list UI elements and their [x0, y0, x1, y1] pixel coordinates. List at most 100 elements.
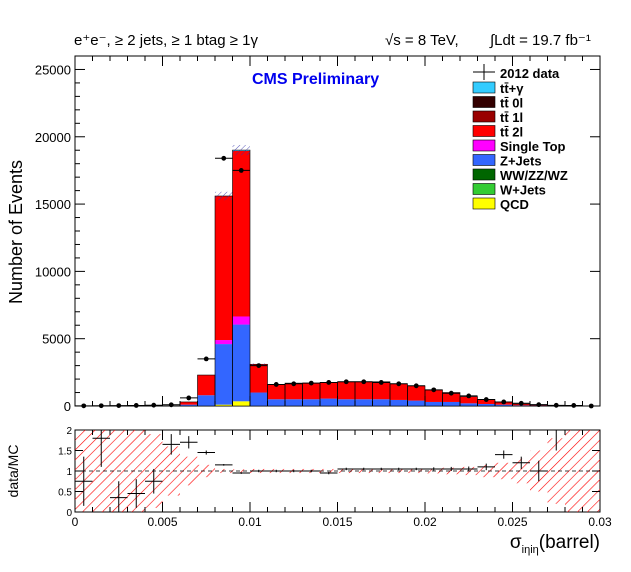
bar-zjets-bin-17 [372, 399, 390, 406]
data-point-bin-17 [378, 380, 384, 385]
energy-label: √s = 8 TeV, [385, 32, 459, 49]
x-tick-label-2: 0.01 [238, 515, 262, 529]
x-tick-label-6: 0.03 [588, 515, 612, 529]
data-point-bin-19 [413, 383, 419, 389]
main-x-ticks [74, 56, 601, 406]
bar-zjets-bin-21 [442, 401, 460, 406]
main-y-axis: 0 5000 10000 15000 20000 25000 [35, 62, 600, 414]
legend-swatch-tt0l [472, 96, 496, 108]
bar-tt2l-bin-21 [442, 392, 460, 402]
data-point-bin-22 [466, 393, 472, 399]
data-point-bin-5 [168, 402, 174, 408]
bar-zjets-bin-23 [477, 403, 495, 406]
x-tick-label-0: 0 [72, 515, 79, 529]
x-tick-label-4: 0.02 [413, 515, 437, 529]
bar-tt2l-bin-9 [232, 150, 250, 317]
bar-tt2l-bin-19 [407, 385, 425, 401]
bar-singletop-bin-8 [215, 340, 233, 345]
bar-tt2l-bin-20 [425, 389, 443, 402]
bar-zjets-bin-9 [232, 324, 250, 402]
main-y-axis-label: Number of Events [6, 160, 26, 304]
bar-zjets-bin-19 [407, 400, 425, 406]
bar-tt2l-bin-16 [355, 381, 373, 400]
legend-swatch-diboson [472, 168, 496, 181]
data-point-bin-3 [133, 403, 139, 408]
data-point-bin-12 [291, 381, 297, 387]
ratio-y-axis: 0 0.5 1 1.5 2 [58, 426, 600, 519]
legend-swatch-singletop [472, 139, 496, 152]
data-point-bin-15 [343, 379, 349, 385]
bar-tt2l-bin-6 [180, 401, 198, 405]
bar-zjets-bin-15 [337, 399, 355, 406]
ratio-band-bin-7 [197, 464, 215, 478]
main-histogram-panel: 0 5000 10000 15000 20000 25000 CMS Preliminar… [6, 55, 601, 414]
x-tick-label-1: 0.005 [147, 515, 177, 529]
legend-label-tt0l: tt̄ 0l [500, 96, 523, 111]
data-point-bin-25 [518, 400, 524, 406]
y-tick-label-5: 25000 [35, 62, 71, 77]
ratio-y-tick-label-2: 1 [66, 467, 72, 478]
bar-zjets-bin-13 [302, 399, 320, 406]
data-point-bin-16 [361, 379, 367, 385]
ratio-y-axis-label: data/MC [5, 445, 21, 498]
legend-swatch-qcd [472, 197, 496, 210]
legend-swatch-zjets [472, 154, 496, 166]
bar-singletop-bin-9 [232, 316, 250, 325]
ratio-band-bin-5 [162, 446, 180, 496]
bar-tt2l-bin-22 [460, 396, 478, 404]
data-point-bin-7 [203, 356, 209, 362]
bar-zjets-bin-24 [495, 404, 513, 406]
legend-label-qcd: QCD [500, 197, 529, 212]
bar-tt2l-bin-11 [267, 384, 285, 400]
data-point-bin-18 [396, 381, 402, 387]
x-axis-label: σiηiη(barrel) [510, 532, 600, 556]
legend-swatch-ttgamma [472, 81, 496, 94]
bar-zjets-bin-8 [215, 344, 233, 405]
bar-zjets-bin-22 [460, 403, 478, 406]
bar-tt2l-bin-7 [197, 375, 215, 396]
legend-label-wjets: W+Jets [500, 183, 546, 198]
legend-swatch-wjets [472, 183, 496, 195]
bar-tt2l-bin-8 [215, 196, 233, 341]
data-point-bin-11 [273, 382, 279, 387]
cms-preliminary-label: CMS Preliminary [252, 71, 379, 88]
data-point-bin-6 [186, 395, 192, 401]
legend-label-zjets: Z+Jets [500, 154, 542, 169]
y-tick-label-4: 20000 [35, 130, 71, 145]
bar-qcd-bin-9 [232, 401, 250, 406]
ratio-y-tick-label-0: 0 [66, 508, 72, 519]
bar-zjets-bin-10 [250, 392, 268, 406]
ratio-y-tick-label-1: 0.5 [58, 488, 72, 499]
ratio-band-bin-15 [337, 468, 355, 474]
bar-tt2l-bin-10 [250, 364, 268, 393]
y-tick-label-3: 15000 [35, 197, 71, 212]
ratio-panel: 0 0.5 1 1.5 2 0 0.005 0.01 0.015 0.02 0.025 0.03 d… [5, 426, 612, 556]
ratio-band-bin-9 [232, 469, 250, 473]
bar-tt2l-bin-12 [285, 383, 303, 400]
legend-swatch-tt1l [472, 110, 496, 123]
ratio-y-tick-label-4: 2 [66, 426, 72, 437]
legend-label-singletop: Single Top [500, 139, 566, 154]
data-point-bin-24 [501, 399, 507, 405]
ratio-band-bin-3 [127, 430, 145, 512]
y-tick-label-1: 5000 [42, 332, 71, 347]
data-point-bin-14 [326, 380, 332, 385]
data-point-bin-20 [431, 387, 437, 393]
bar-zjets-bin-6 [180, 404, 198, 406]
bar-tt2l-bin-13 [302, 383, 320, 400]
x-tick-label-5: 0.025 [497, 515, 527, 529]
ratio-band-bin-17 [372, 468, 390, 474]
bar-tt2l-bin-18 [390, 383, 408, 400]
data-point-bin-4 [151, 402, 157, 408]
x-axis: 0 0.005 0.01 0.015 0.02 0.025 0.03 [72, 430, 612, 529]
legend-label-tt1l: tt̄ 1l [500, 110, 523, 125]
bar-zjets-bin-20 [425, 401, 443, 406]
bar-zjets-bin-11 [267, 399, 285, 406]
bar-tt2l-bin-14 [320, 382, 338, 399]
legend-label-data: 2012 data [500, 66, 560, 81]
data-point-bin-9 [238, 168, 244, 173]
bar-zjets-bin-12 [285, 399, 303, 406]
bar-tt2l-bin-17 [372, 381, 390, 400]
